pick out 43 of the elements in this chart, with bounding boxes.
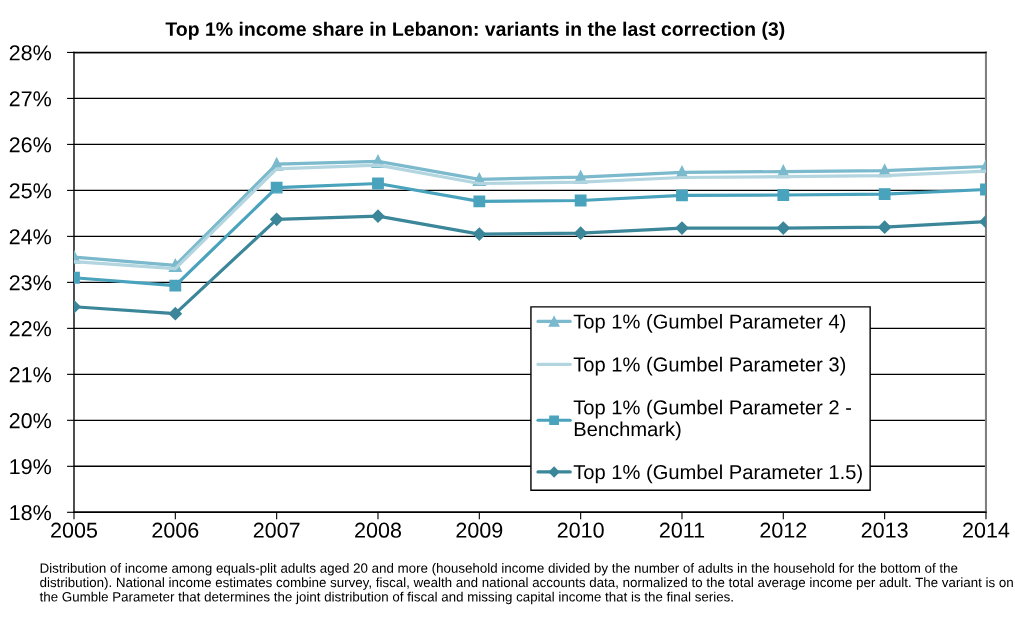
y-tick-label: 19% [10, 459, 52, 475]
legend-label: Top 1% (Gumbel Parameter 3) [573, 356, 846, 376]
point [371, 209, 385, 223]
y-tick-label: 22% [9, 321, 52, 337]
x-tick-label: 2006 [152, 522, 199, 538]
x-tick-label: 2012 [760, 522, 807, 538]
point [878, 188, 891, 200]
y-tick-label: 28% [9, 45, 52, 61]
point [168, 307, 182, 321]
point [878, 220, 892, 234]
point [270, 181, 283, 194]
x-tick-label: 2005 [51, 522, 98, 538]
x-tick-label: 2008 [355, 522, 401, 538]
point [574, 226, 588, 240]
x-tick-label: 2014 [963, 522, 1010, 538]
y-tick-label: 26% [9, 137, 52, 153]
y-tick-label: 24% [9, 229, 52, 245]
legend-label: Top 1% (Gumbel Parameter 2 - Benchmark) [573, 399, 852, 441]
y-tick-label: 18% [10, 505, 52, 521]
x-tick-label: 2007 [253, 522, 300, 538]
point [675, 221, 689, 235]
point [270, 212, 284, 226]
legend-label: Top 1% (Gumbel Parameter 4) [573, 313, 846, 333]
y-tick-label: 23% [9, 275, 52, 291]
y-tick-label: 27% [9, 91, 52, 107]
chart-title: Top 1% income share in Lebanon: variants in the last correction (3) [165, 21, 785, 40]
x-tick-label: 2013 [861, 522, 908, 538]
point [777, 189, 790, 201]
point [676, 189, 688, 202]
point [472, 227, 486, 241]
legend-label: Top 1% (Gumbel Parameter 1.5) [573, 464, 862, 484]
point [473, 195, 486, 208]
x-tick-label: 2009 [456, 522, 503, 538]
point [776, 221, 790, 235]
point [372, 177, 384, 190]
x-tick-label: 2010 [557, 522, 604, 538]
point [169, 279, 182, 292]
text: Distribution of income among equals-plit adults aged 20 and more (household income divided by the number of adults in the household for the bottom of the distribution). National income estimates combine survey, fiscal, wealth and national accounts data, normalized to the total average income per adult. The variant is on the Gumble Parameter that determines the joint distribution of fiscal and missing capital income that is the final series. [39, 563, 1013, 605]
y-tick-label: 25% [9, 183, 52, 199]
x-tick-label: 2011 [659, 522, 705, 538]
point [574, 194, 587, 207]
y-tick-label: 21% [9, 367, 52, 383]
y-tick-label: 20% [9, 413, 52, 429]
